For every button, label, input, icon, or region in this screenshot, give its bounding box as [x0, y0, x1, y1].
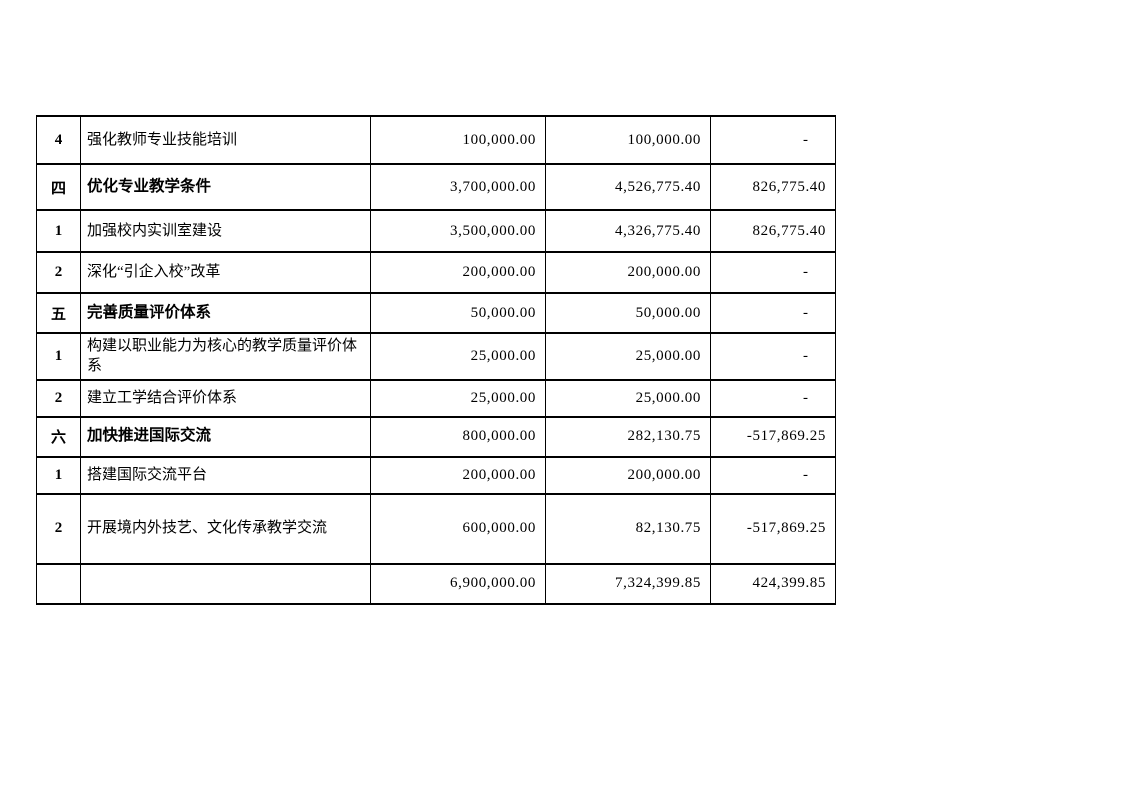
- variance-cell: -517,869.25: [710, 415, 836, 458]
- budget-cell: 100,000.00: [370, 115, 546, 165]
- variance-cell: 826,775.40: [710, 163, 836, 211]
- variance-cell: 826,775.40: [710, 209, 836, 253]
- actual-cell: 4,526,775.40: [545, 163, 711, 211]
- row-no-cell: 2: [36, 251, 81, 294]
- row-no-cell: 1: [36, 209, 81, 253]
- row-no-cell: 1: [36, 455, 81, 495]
- budget-cell: 200,000.00: [370, 251, 546, 294]
- table-row: 2 深化“引企入校”改革 200,000.00 200,000.00 -: [36, 251, 836, 294]
- actual-cell: 82,130.75: [545, 492, 711, 565]
- budget-cell: 600,000.00: [370, 492, 546, 565]
- table-row: 四 优化专业教学条件 3,700,000.00 4,526,775.40 826…: [36, 163, 836, 211]
- table-row: 4 强化教师专业技能培训 100,000.00 100,000.00 -: [36, 115, 836, 165]
- budget-cell: 25,000.00: [370, 332, 546, 381]
- table-row: 五 完善质量评价体系 50,000.00 50,000.00 -: [36, 292, 836, 334]
- table-row: 2 建立工学结合评价体系 25,000.00 25,000.00 -: [36, 378, 836, 418]
- budget-cell: 25,000.00: [370, 378, 546, 418]
- item-cell: 加强校内实训室建设: [80, 209, 371, 253]
- variance-total-cell: 424,399.85: [710, 562, 836, 605]
- table-row: 1 搭建国际交流平台 200,000.00 200,000.00 -: [36, 455, 836, 495]
- budget-cell: 800,000.00: [370, 415, 546, 458]
- actual-cell: 200,000.00: [545, 251, 711, 294]
- variance-cell: -: [710, 455, 836, 495]
- table-row: 1 构建以职业能力为核心的教学质量评价体系 25,000.00 25,000.0…: [36, 332, 836, 381]
- item-cell: 构建以职业能力为核心的教学质量评价体系: [80, 332, 371, 381]
- actual-cell: 282,130.75: [545, 415, 711, 458]
- row-no-cell: 五: [36, 292, 81, 334]
- item-cell: 优化专业教学条件: [80, 163, 371, 211]
- row-no-cell: 2: [36, 492, 81, 565]
- budget-cell: 3,700,000.00: [370, 163, 546, 211]
- actual-cell: 25,000.00: [545, 332, 711, 381]
- variance-cell: -: [710, 378, 836, 418]
- row-no-cell: 六: [36, 415, 81, 458]
- variance-cell: -: [710, 332, 836, 381]
- variance-cell: -: [710, 115, 836, 165]
- budget-total-cell: 6,900,000.00: [370, 562, 546, 605]
- variance-cell: -517,869.25: [710, 492, 836, 565]
- item-cell: 搭建国际交流平台: [80, 455, 371, 495]
- row-no-cell: 1: [36, 332, 81, 381]
- item-cell: 完善质量评价体系: [80, 292, 371, 334]
- row-no-cell: 4: [36, 115, 81, 165]
- budget-cell: 200,000.00: [370, 455, 546, 495]
- table-row total-row: 6,900,000.00 7,324,399.85 424,399.85: [36, 562, 836, 605]
- table-row: 1 加强校内实训室建设 3,500,000.00 4,326,775.40 82…: [36, 209, 836, 253]
- item-cell: 强化教师专业技能培训: [80, 115, 371, 165]
- actual-total-cell: 7,324,399.85: [545, 562, 711, 605]
- actual-cell: 50,000.00: [545, 292, 711, 334]
- variance-cell: -: [710, 251, 836, 294]
- budget-table: 4 强化教师专业技能培训 100,000.00 100,000.00 - 四 优…: [36, 115, 836, 605]
- row-no-cell: 四: [36, 163, 81, 211]
- row-no-cell: 2: [36, 378, 81, 418]
- item-cell: 开展境内外技艺、文化传承教学交流: [80, 492, 371, 565]
- variance-cell: -: [710, 292, 836, 334]
- item-cell: 建立工学结合评价体系: [80, 378, 371, 418]
- budget-cell: 50,000.00: [370, 292, 546, 334]
- item-cell: [80, 562, 371, 605]
- table-row: 2 开展境内外技艺、文化传承教学交流 600,000.00 82,130.75 …: [36, 492, 836, 565]
- budget-cell: 3,500,000.00: [370, 209, 546, 253]
- actual-cell: 200,000.00: [545, 455, 711, 495]
- table-row: 六 加快推进国际交流 800,000.00 282,130.75 -517,86…: [36, 415, 836, 458]
- row-no-cell: [36, 562, 81, 605]
- actual-cell: 4,326,775.40: [545, 209, 711, 253]
- actual-cell: 25,000.00: [545, 378, 711, 418]
- item-cell: 深化“引企入校”改革: [80, 251, 371, 294]
- actual-cell: 100,000.00: [545, 115, 711, 165]
- item-cell: 加快推进国际交流: [80, 415, 371, 458]
